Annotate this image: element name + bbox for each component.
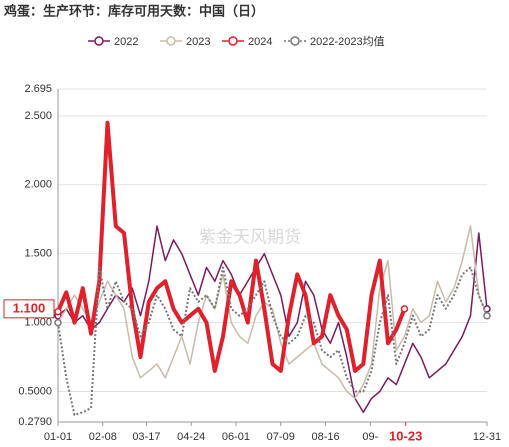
- end-marker: [400, 305, 409, 313]
- highlight-x-label: 10-23: [389, 428, 422, 443]
- legend-marker: [166, 36, 176, 46]
- x-tick-label: 03-17: [132, 431, 160, 443]
- legend-label: 2022: [114, 36, 138, 48]
- legend-marker: [94, 36, 104, 46]
- watermark: 紫金天风期货: [199, 227, 301, 246]
- end-marker: [54, 318, 62, 327]
- x-tick-label: 12-31: [473, 431, 501, 443]
- legend-label: 2023: [186, 36, 210, 48]
- end-marker: [54, 307, 62, 316]
- legend-marker: [228, 36, 238, 46]
- series-line: [57, 225, 488, 400]
- y-tick-label: 2.000: [24, 179, 52, 191]
- x-tick-label: 04-24: [177, 431, 205, 443]
- series-line: [57, 266, 488, 416]
- highlight-y-box: [3, 299, 55, 319]
- end-marker: [483, 311, 491, 320]
- series-line: [56, 120, 407, 373]
- legend-label: 2022-2023均值: [310, 35, 385, 48]
- y-tick-label: 2.695: [24, 83, 52, 95]
- y-tick-label: 2.500: [24, 110, 52, 122]
- y-tick-label: 1.500: [24, 248, 52, 260]
- legend-label: 2024: [248, 36, 272, 48]
- chart-title: 鸡蛋：生产环节：库存可用天数：中国（日）: [3, 3, 264, 18]
- y-tick-label: 1.000: [24, 317, 52, 329]
- legend-marker: [290, 36, 300, 46]
- x-tick-label: 09-: [362, 431, 378, 443]
- highlight-y-label: 1.100: [13, 300, 46, 315]
- x-tick-label: 07-09: [267, 431, 295, 443]
- y-tick-label: 0.2790: [18, 416, 52, 428]
- x-tick-label: 06-01: [222, 431, 250, 443]
- x-tick-label: 08-16: [311, 431, 339, 443]
- x-tick-label: 02-08: [89, 431, 117, 443]
- x-tick-label: 01-01: [44, 431, 72, 443]
- y-tick-label: 0.5000: [18, 385, 52, 397]
